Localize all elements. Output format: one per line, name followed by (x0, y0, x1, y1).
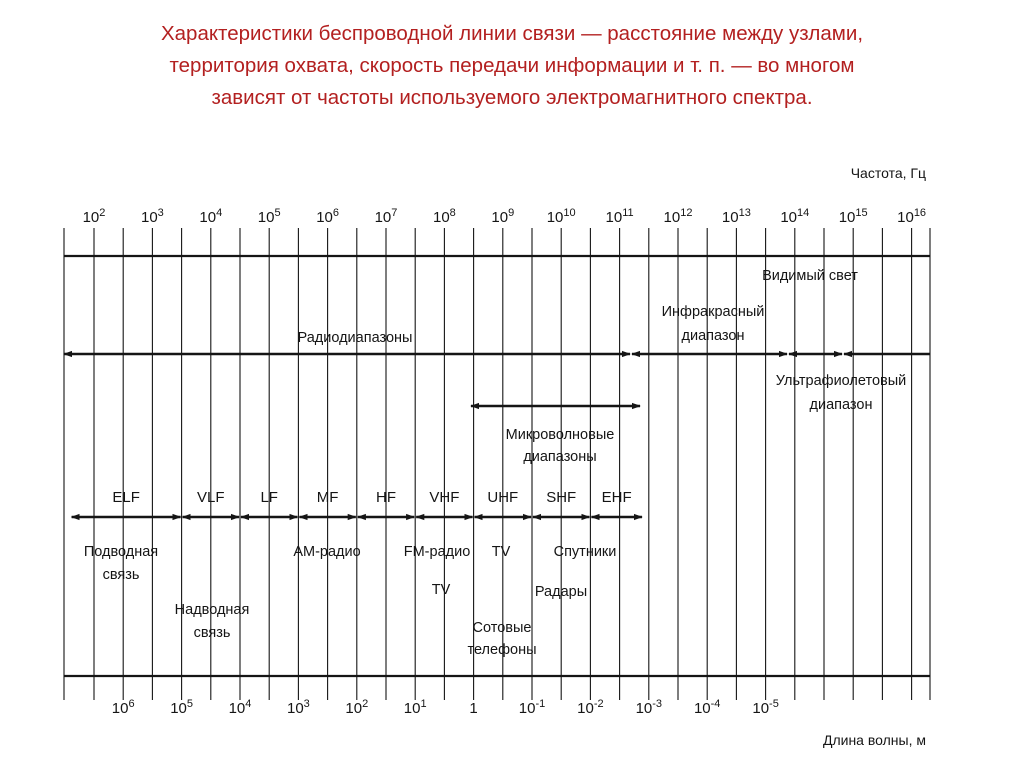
frequency-axis-title: Частота, Гц (851, 165, 926, 181)
frequency-tick-label: 109 (491, 207, 514, 226)
wavelength-tick-label: 10-4 (694, 698, 720, 717)
radars-label: Радары (535, 584, 587, 600)
frequency-tick-label: 103 (141, 207, 164, 226)
infrared-label-2: диапазон (682, 328, 745, 344)
radio-bands: ELF VLF LF MF HF VHF UHF SHF EHF (70, 489, 643, 521)
surface-comm-label-2: связь (194, 625, 231, 641)
wavelength-tick-label: 101 (404, 698, 427, 717)
frequency-tick-label: 1010 (547, 207, 576, 226)
caption-line-3: зависят от частоты используемого электро… (211, 86, 813, 109)
wavelength-tick-label: 102 (345, 698, 368, 717)
wavelength-tick-label: 104 (229, 698, 252, 717)
wavelength-tick-label: 10-2 (577, 698, 603, 717)
fm-radio-label: FM-радио (404, 544, 471, 560)
band-label: VLF (197, 489, 225, 506)
wavelength-tick-label: 105 (170, 698, 193, 717)
caption: Характеристики беспроводной линии связи … (40, 18, 984, 114)
cellular-label-2: телефоны (467, 642, 536, 658)
frequency-tick-label: 1012 (664, 207, 693, 226)
ultraviolet-label-1: Ультрафиолетовый (776, 373, 906, 389)
frequency-tick-label: 1014 (780, 207, 809, 226)
band-label: SHF (546, 489, 576, 506)
frequency-tick-label: 1016 (897, 207, 926, 226)
wavelength-axis-title: Длина волны, м (823, 732, 926, 748)
band-label: VHF (429, 489, 459, 506)
frequency-tick-label: 1013 (722, 207, 751, 226)
frequency-tick-label: 104 (199, 207, 222, 226)
band-label: ELF (112, 489, 140, 506)
microwave-label-2: диапазоны (523, 449, 596, 465)
surface-comm-label-1: Надводная (175, 602, 250, 618)
tv-label-vhf: TV (432, 582, 451, 598)
wavelength-tick-label: 10-5 (752, 698, 778, 717)
caption-line-1: Характеристики беспроводной линии связи … (160, 22, 864, 45)
tv-label-uhf: TV (492, 544, 511, 560)
wavelength-tick-label: 10-1 (519, 698, 545, 717)
wavelength-tick-labels: 106 105 104 103 102 101 1 10-1 10-2 10-3 10-4 10-5 (112, 698, 779, 717)
wavelength-tick-label: 1 (469, 700, 477, 717)
satellites-label: Спутники (554, 544, 617, 560)
frequency-tick-label: 108 (433, 207, 456, 226)
frequency-tick-label: 1011 (606, 207, 634, 226)
submarine-comm-label-2: связь (103, 567, 140, 583)
band-label: HF (376, 489, 396, 506)
infrared-label-1: Инфракрасный (662, 304, 765, 320)
ultraviolet-label-2: диапазон (810, 397, 873, 413)
radio-label: Радиодиапазоны (298, 330, 413, 346)
frequency-gridlines (63, 228, 931, 700)
caption-line-2: территория охвата, скорость передачи инф… (169, 54, 855, 77)
band-label: EHF (602, 489, 632, 506)
band-label: LF (260, 489, 278, 506)
frequency-tick-label: 106 (316, 207, 339, 226)
frequency-tick-label: 105 (258, 207, 281, 226)
microwave-label-1: Микроволновые (506, 427, 615, 443)
am-radio-label: AM-радио (293, 544, 360, 560)
submarine-comm-label-1: Подводная (84, 544, 158, 560)
wavelength-tick-label: 103 (287, 698, 310, 717)
visible-light-label: Видимый свет (762, 268, 858, 284)
band-label: MF (317, 489, 339, 506)
frequency-tick-label: 107 (375, 207, 398, 226)
cellular-label-1: Сотовые (473, 620, 532, 636)
frequency-tick-label: 102 (83, 207, 106, 226)
band-label: UHF (487, 489, 518, 506)
wavelength-tick-label: 10-3 (636, 698, 662, 717)
frequency-tick-labels: 102 103 104 105 106 107 108 109 1010 1011 1012 1013… (83, 207, 926, 226)
wavelength-tick-label: 106 (112, 698, 135, 717)
frequency-tick-label: 1015 (839, 207, 868, 226)
